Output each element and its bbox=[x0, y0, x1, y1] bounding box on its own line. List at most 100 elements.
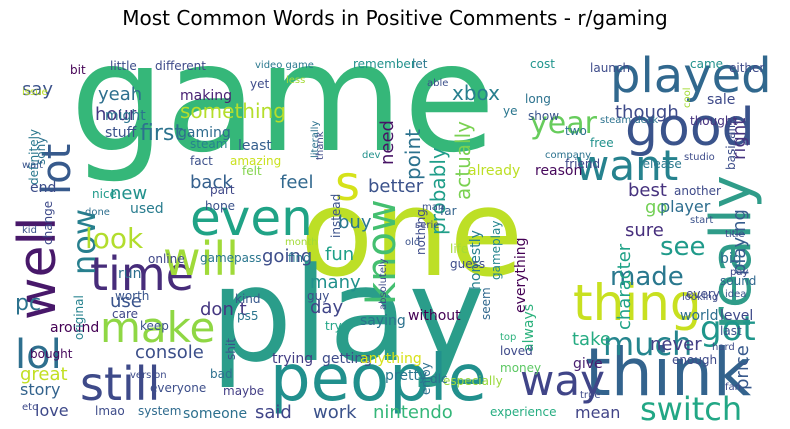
word-different: different bbox=[155, 59, 206, 73]
word-actually: actually bbox=[451, 121, 475, 200]
word-lot: lot bbox=[34, 144, 80, 195]
word-issue: issue bbox=[22, 87, 48, 98]
word-original: original bbox=[72, 295, 86, 340]
word-sure: sure bbox=[625, 220, 664, 241]
word-story: story bbox=[20, 380, 60, 399]
word-right: right bbox=[729, 118, 750, 160]
word-done: done bbox=[85, 207, 110, 218]
word-around: around bbox=[50, 320, 99, 336]
word-said: said bbox=[255, 402, 292, 421]
word-keep: keep bbox=[140, 319, 169, 333]
word-absolutely: absolutely bbox=[378, 258, 389, 310]
word-playing: playing bbox=[729, 209, 750, 275]
word-now: now bbox=[65, 209, 103, 275]
word-much: much bbox=[603, 325, 692, 363]
word-fact: fact bbox=[190, 154, 213, 168]
chart-title: Most Common Words in Positive Comments -… bbox=[122, 6, 668, 30]
word-stuff: stuff bbox=[105, 125, 137, 141]
word-big: big bbox=[720, 251, 742, 267]
word-don-t: don t bbox=[200, 299, 247, 320]
word-looking: looking bbox=[682, 292, 718, 303]
word-people: people bbox=[270, 342, 487, 416]
word-gaming: gaming bbox=[178, 125, 231, 141]
word-far: far bbox=[440, 204, 457, 218]
word-etc: etc bbox=[22, 402, 38, 413]
word-anything: anything bbox=[360, 351, 422, 367]
word-instead: instead bbox=[329, 194, 343, 238]
word-bought: bought bbox=[30, 347, 73, 361]
word-worth: worth bbox=[115, 289, 149, 303]
word-start: start bbox=[690, 215, 713, 226]
word-take: take bbox=[572, 329, 611, 350]
word-amazing: amazing bbox=[230, 154, 281, 168]
word-point: point bbox=[401, 129, 425, 180]
word-work: work bbox=[313, 402, 357, 421]
word-came: came bbox=[690, 57, 723, 71]
word-something: something bbox=[180, 99, 286, 123]
word-friend: friend bbox=[565, 157, 600, 171]
word-fan: fan bbox=[725, 382, 741, 393]
word-let: let bbox=[412, 57, 428, 71]
word-sale: sale bbox=[707, 92, 735, 108]
word-gameplay: gameplay bbox=[489, 221, 503, 280]
word-pretty: pretty bbox=[385, 368, 427, 384]
word-feel: feel bbox=[280, 172, 314, 193]
word-many: many bbox=[310, 272, 361, 293]
word-thing: thing bbox=[573, 274, 702, 332]
word-month: month bbox=[285, 237, 317, 248]
word-one: one bbox=[300, 165, 523, 304]
word-run: run bbox=[118, 266, 142, 282]
word-way: way bbox=[520, 356, 605, 405]
word-see: see bbox=[660, 232, 706, 262]
word-steam: steam bbox=[190, 137, 227, 151]
word-two: two bbox=[565, 124, 587, 138]
word-show: show bbox=[528, 109, 559, 123]
word-buy: buy bbox=[338, 212, 372, 233]
word-idea: idea bbox=[725, 289, 746, 300]
word-player: player bbox=[660, 197, 711, 216]
word-use: use bbox=[110, 291, 142, 312]
word-little: little bbox=[110, 59, 137, 73]
word-need: need bbox=[377, 120, 398, 165]
word-everything: everything bbox=[513, 237, 529, 313]
word-money: money bbox=[500, 361, 541, 375]
word-bad: bad bbox=[210, 367, 233, 381]
word-s: s bbox=[335, 156, 360, 212]
word-man: man bbox=[422, 202, 444, 213]
word-pc: pc bbox=[15, 291, 41, 316]
word-yet: yet bbox=[250, 77, 269, 91]
word-switch: switch bbox=[640, 390, 742, 421]
word-every: every bbox=[686, 287, 720, 301]
word-day: day bbox=[310, 297, 343, 318]
word-level: level bbox=[720, 308, 753, 324]
word-fun: fun bbox=[325, 244, 354, 265]
word-got: got bbox=[700, 309, 756, 349]
word-time: time bbox=[90, 247, 194, 301]
word-nothing: nothing bbox=[414, 209, 428, 255]
word-wait: wait bbox=[22, 160, 43, 171]
word-will: will bbox=[163, 232, 239, 286]
word-last: last bbox=[720, 324, 742, 338]
word-best: best bbox=[628, 180, 667, 201]
word-mean: mean bbox=[575, 403, 620, 421]
word-might: might bbox=[105, 108, 146, 124]
word-play: play bbox=[210, 239, 485, 391]
word-online: online bbox=[148, 252, 185, 266]
word-great: great bbox=[20, 364, 68, 385]
word-remember: remember bbox=[353, 57, 416, 71]
word-dlc: dlc bbox=[430, 372, 448, 386]
word-dev: dev bbox=[362, 150, 381, 161]
word-know: know bbox=[359, 199, 405, 305]
word-felt: felt bbox=[242, 164, 262, 178]
word-especially: especially bbox=[443, 374, 503, 388]
word-free: free bbox=[590, 136, 614, 150]
word-life: life bbox=[450, 242, 468, 256]
word-change: change bbox=[41, 201, 55, 245]
word-seem: seem bbox=[479, 287, 493, 320]
word-saying: saying bbox=[360, 313, 406, 329]
word-end: end bbox=[30, 180, 56, 196]
word-cool: cool bbox=[682, 87, 693, 108]
word-good: good bbox=[625, 98, 755, 158]
word-experience: experience bbox=[490, 405, 557, 419]
